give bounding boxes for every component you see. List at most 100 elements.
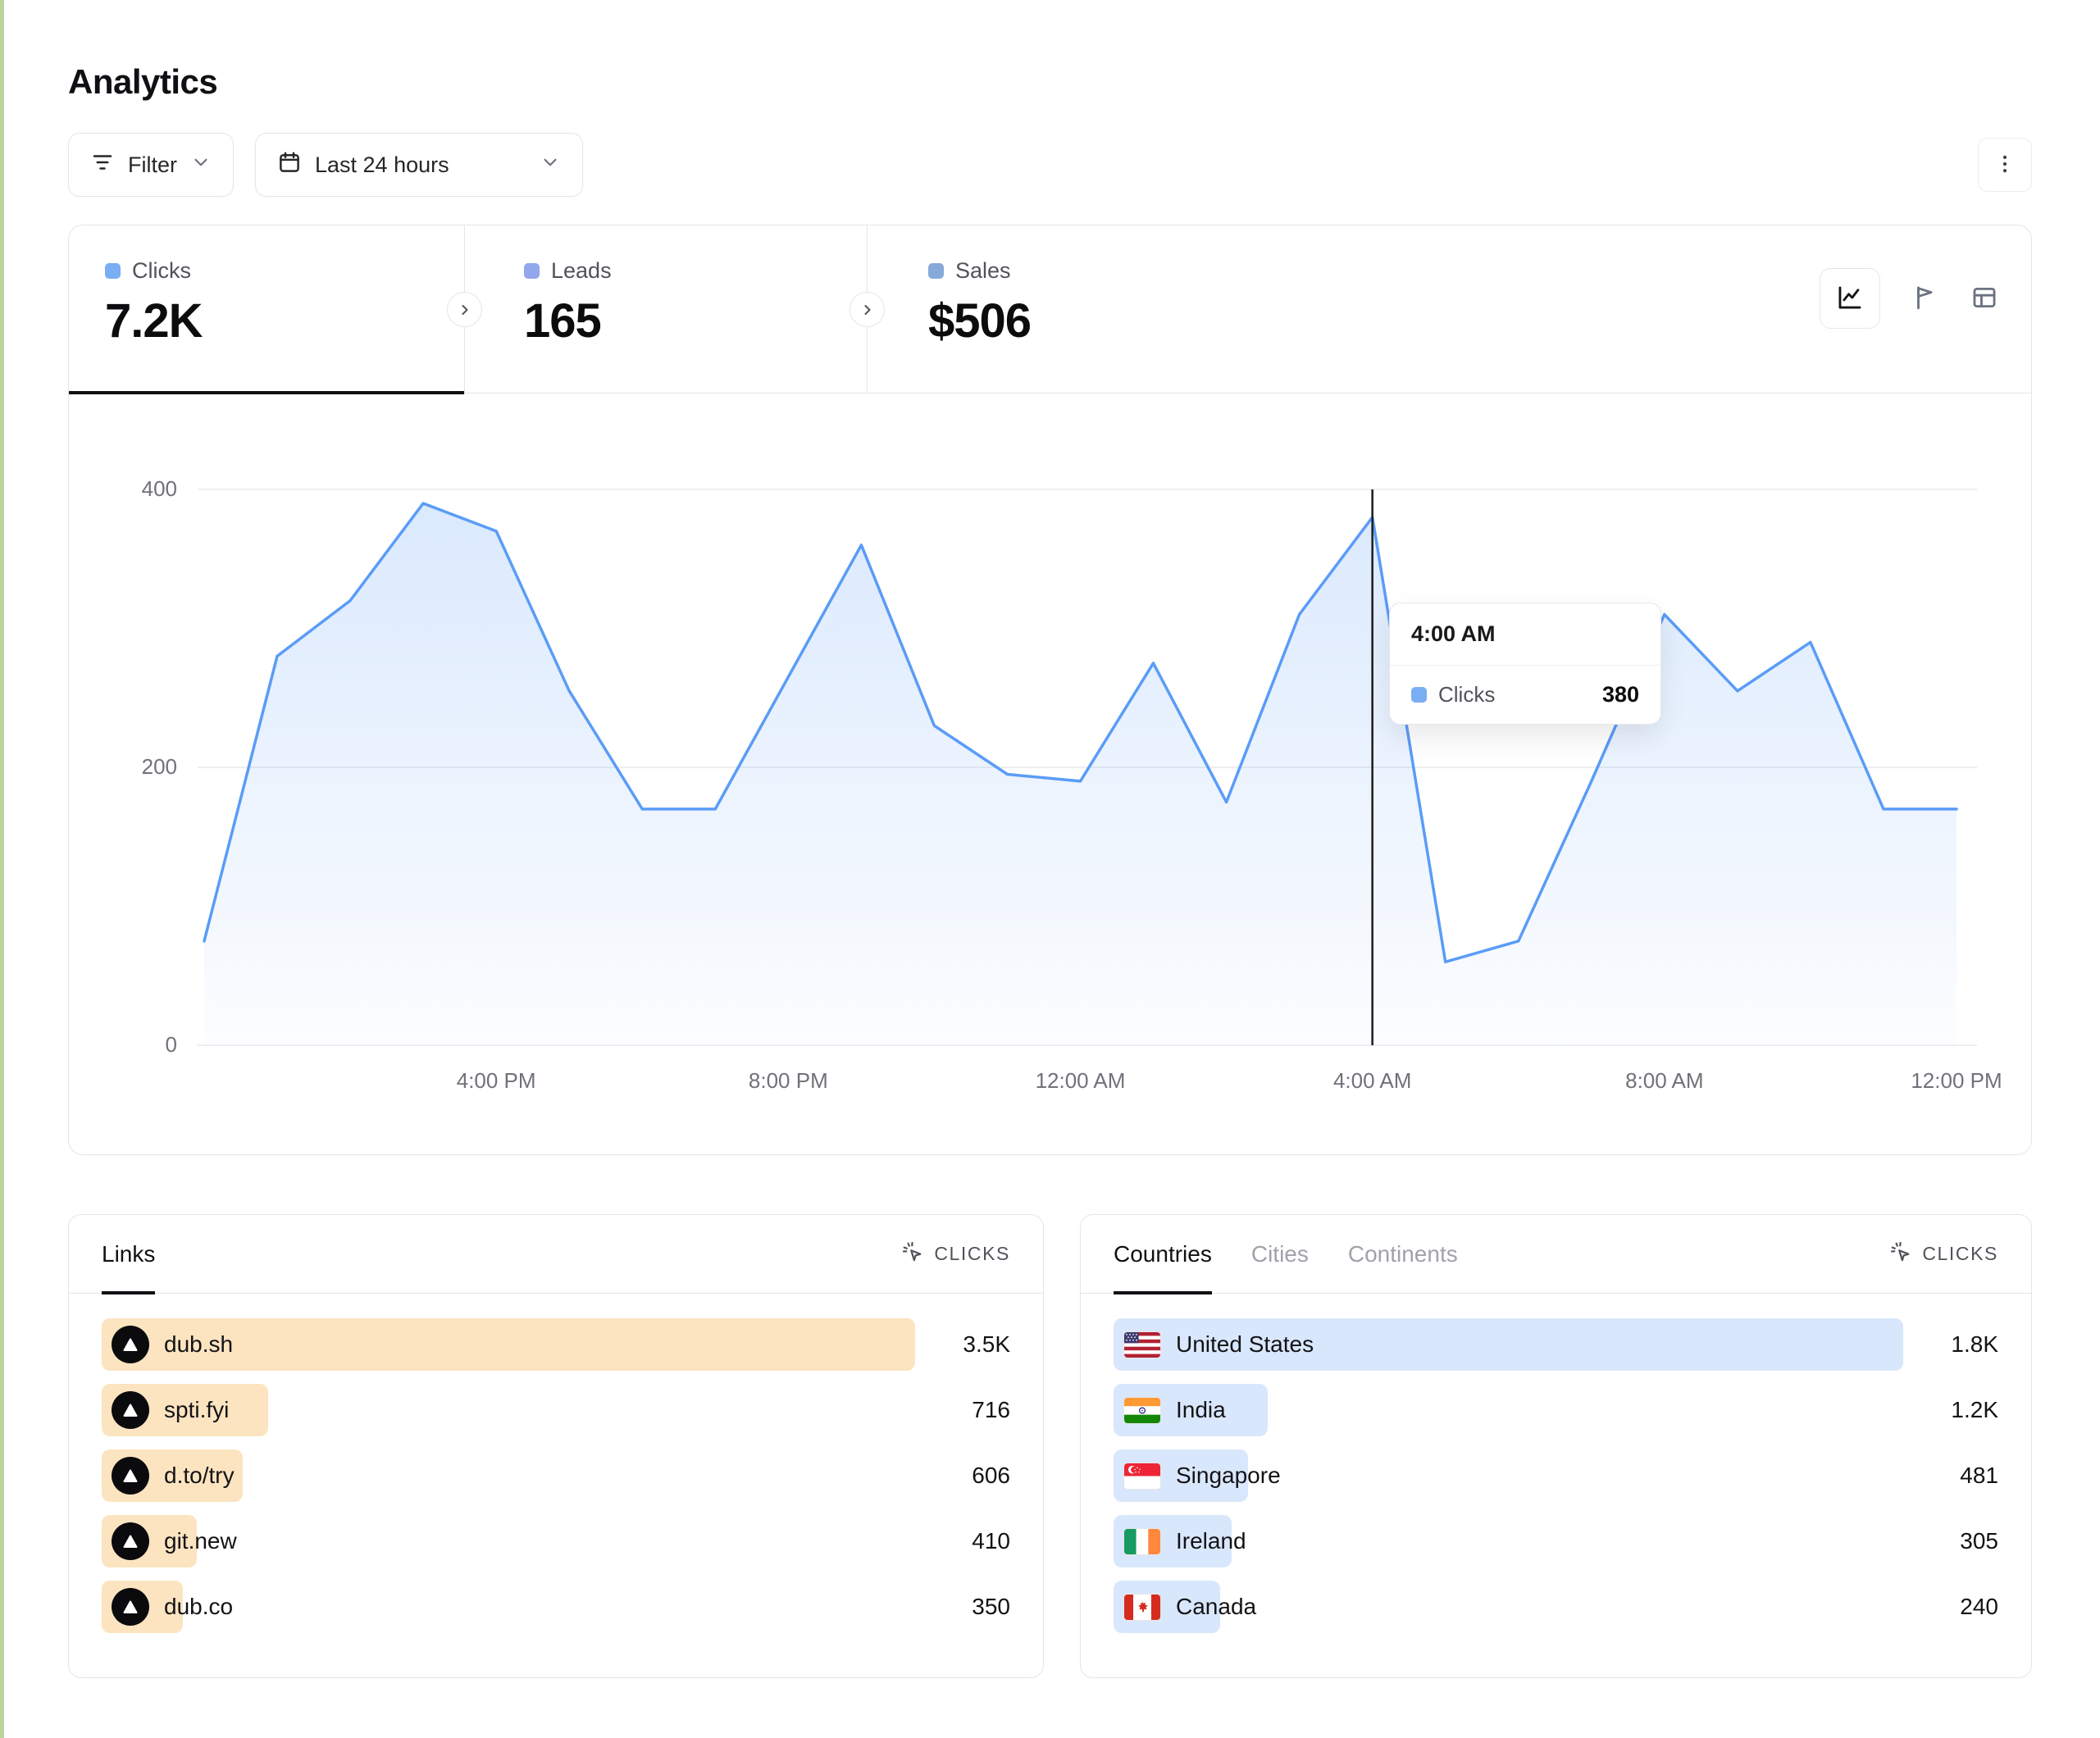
link-clicks-value: 350 [972,1594,1010,1619]
filter-icon [90,150,115,180]
cursor-click-icon [1889,1240,1912,1268]
link-name: d.to/try [164,1463,235,1488]
link-name: spti.fyi [164,1397,230,1422]
country-name: Canada [1176,1594,1257,1619]
analytics-card: Clicks 7.2K Leads 165 Sales $506 [68,225,2032,1155]
stat-leads[interactable]: Leads 165 [465,225,867,393]
country-clicks-value: 1.8K [1951,1331,1998,1357]
country-row[interactable]: Singapore 481 [1114,1449,1998,1502]
tab-links[interactable]: Links [102,1215,156,1294]
country-row[interactable]: Ireland 305 [1114,1515,1998,1567]
left-accent-strip [0,0,4,1738]
countries-panel: Countries Cities Continents CLICKS Unite… [1080,1214,2032,1678]
x-axis-tick: 4:00 PM [456,1068,536,1093]
calendar-icon [277,150,302,180]
chart-plot [198,489,1977,1046]
stat-sales[interactable]: Sales $506 [868,225,1253,393]
link-clicks-value: 606 [972,1463,1010,1488]
dub-logo-icon [112,1391,149,1429]
expand-stat-button[interactable] [850,292,885,327]
tab-cities[interactable]: Cities [1251,1215,1309,1293]
dub-logo-icon [112,1326,149,1363]
dub-logo-icon [112,1522,149,1560]
table-view-button[interactable] [1970,284,1998,314]
country-name: Ireland [1176,1528,1246,1554]
link-row[interactable]: git.new 410 [102,1515,1010,1567]
country-row[interactable]: Canada 240 [1114,1581,1998,1633]
tab-countries-label: Countries [1114,1240,1212,1267]
country-row[interactable]: United States 1.8K [1114,1318,1998,1371]
tooltip-value: 380 [1601,682,1639,707]
tab-countries[interactable]: Countries [1114,1215,1212,1294]
country-clicks-value: 481 [1960,1463,1998,1488]
expand-stat-button[interactable] [447,292,482,327]
clicks-label: Clicks [132,258,191,283]
country-flag-icon [1123,1396,1161,1424]
countries-list: United States 1.8K India 1.2K Singapore … [1081,1294,2031,1658]
x-axis-tick: 12:00 PM [1911,1068,2002,1093]
link-row[interactable]: d.to/try 606 [102,1449,1010,1502]
country-flag-icon [1123,1527,1161,1555]
country-name: Singapore [1176,1463,1281,1488]
leads-value: 165 [524,294,602,348]
tab-continents[interactable]: Continents [1348,1215,1458,1293]
table-grid-icon [1970,284,1998,314]
country-clicks-bar [1114,1318,1903,1371]
chart-tooltip: 4:00 AM Clicks 380 [1389,603,1661,725]
dub-logo-icon [112,1588,149,1626]
country-clicks-value: 305 [1960,1528,1998,1554]
x-axis-tick: 8:00 PM [748,1068,828,1093]
breakdown-panels: Links CLICKS dub.sh 3.5K spti.fyi [68,1214,2032,1721]
stats-row: Clicks 7.2K Leads 165 Sales $506 [69,225,2031,394]
filter-button[interactable]: Filter [68,133,234,197]
stat-divider [850,225,885,393]
link-clicks-value: 3.5K [963,1331,1010,1357]
chevron-down-icon [540,152,561,179]
clicks-metric-header[interactable]: CLICKS [1889,1240,1998,1268]
date-range-label: Last 24 hours [315,152,449,177]
link-name: dub.co [164,1594,234,1619]
page-title: Analytics [68,62,218,101]
link-row[interactable]: spti.fyi 716 [102,1384,1010,1436]
x-axis-tick: 12:00 AM [1035,1068,1126,1093]
kebab-menu-icon [1993,152,2016,178]
link-name: dub.sh [164,1331,234,1357]
tooltip-time: 4:00 AM [1390,603,1660,666]
tab-links-label: Links [102,1240,156,1267]
tab-cities-label: Cities [1250,1240,1309,1267]
country-flag-icon [1123,1593,1161,1621]
link-clicks-bar [102,1318,915,1371]
toolbar: Filter Last 24 hours [68,133,2032,197]
country-flag-icon [1123,1331,1161,1358]
y-axis-tick: 400 [141,476,177,501]
link-name: git.new [164,1528,237,1554]
country-clicks-value: 1.2K [1951,1397,1998,1422]
country-clicks-value: 240 [1960,1594,1998,1619]
cursor-click-icon [901,1240,924,1268]
chevron-down-icon [190,152,212,179]
country-name: India [1176,1397,1226,1422]
line-chart-view-button[interactable] [1820,268,1880,329]
clicks-area-chart[interactable]: 0 200 400 4:00 PM 8:00 PM 12:00 AM 4:00 AM 8:0… [69,394,2031,1154]
date-range-button[interactable]: Last 24 hours [255,133,583,197]
links-panel: Links CLICKS dub.sh 3.5K spti.fyi [68,1214,1044,1678]
stat-clicks[interactable]: Clicks 7.2K [69,225,464,394]
filter-button-label: Filter [128,152,177,177]
clicks-metric-header[interactable]: CLICKS [901,1240,1010,1268]
flag-icon [1911,284,1939,314]
clicks-swatch [105,263,121,279]
more-menu-button[interactable] [1978,138,2032,192]
country-name: United States [1176,1331,1314,1357]
tooltip-series-label: Clicks [1438,682,1496,707]
country-row[interactable]: India 1.2K [1114,1384,1998,1436]
tab-continents-label: Continents [1347,1240,1458,1267]
funnel-view-button[interactable] [1911,284,1939,314]
sales-label: Sales [955,258,1011,283]
link-clicks-value: 410 [972,1528,1010,1554]
line-chart-icon [1836,284,1864,314]
link-row[interactable]: dub.sh 3.5K [102,1318,1010,1371]
tooltip-series-swatch [1411,687,1427,703]
y-axis-tick: 200 [141,754,177,779]
link-row[interactable]: dub.co 350 [102,1581,1010,1633]
